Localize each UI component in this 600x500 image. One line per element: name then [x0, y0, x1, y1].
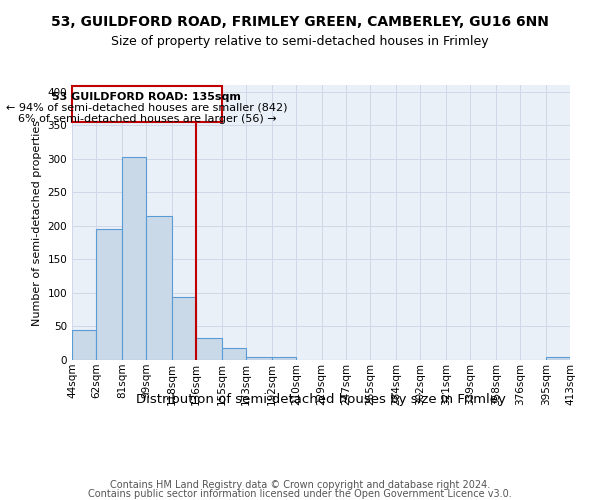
Bar — [72, 330, 96, 360]
Bar — [546, 356, 570, 360]
Text: Distribution of semi-detached houses by size in Frimley: Distribution of semi-detached houses by … — [136, 392, 506, 406]
Text: Size of property relative to semi-detached houses in Frimley: Size of property relative to semi-detach… — [111, 35, 489, 48]
Bar — [146, 216, 172, 360]
Bar — [96, 228, 122, 360]
Bar — [246, 356, 272, 360]
Y-axis label: Number of semi-detached properties: Number of semi-detached properties — [32, 120, 42, 326]
Text: 6% of semi-detached houses are larger (56) →: 6% of semi-detached houses are larger (5… — [17, 114, 276, 124]
Text: ← 94% of semi-detached houses are smaller (842): ← 94% of semi-detached houses are smalle… — [6, 103, 287, 113]
Bar — [122, 157, 146, 360]
Text: 53 GUILDFORD ROAD: 135sqm: 53 GUILDFORD ROAD: 135sqm — [52, 92, 241, 102]
Text: Contains HM Land Registry data © Crown copyright and database right 2024.: Contains HM Land Registry data © Crown c… — [110, 480, 490, 490]
Bar — [272, 356, 296, 360]
Bar — [222, 348, 246, 360]
Text: 53, GUILDFORD ROAD, FRIMLEY GREEN, CAMBERLEY, GU16 6NN: 53, GUILDFORD ROAD, FRIMLEY GREEN, CAMBE… — [51, 15, 549, 29]
Text: Contains public sector information licensed under the Open Government Licence v3: Contains public sector information licen… — [88, 489, 512, 499]
FancyBboxPatch shape — [72, 86, 222, 122]
Bar — [196, 338, 222, 360]
Bar — [172, 297, 196, 360]
